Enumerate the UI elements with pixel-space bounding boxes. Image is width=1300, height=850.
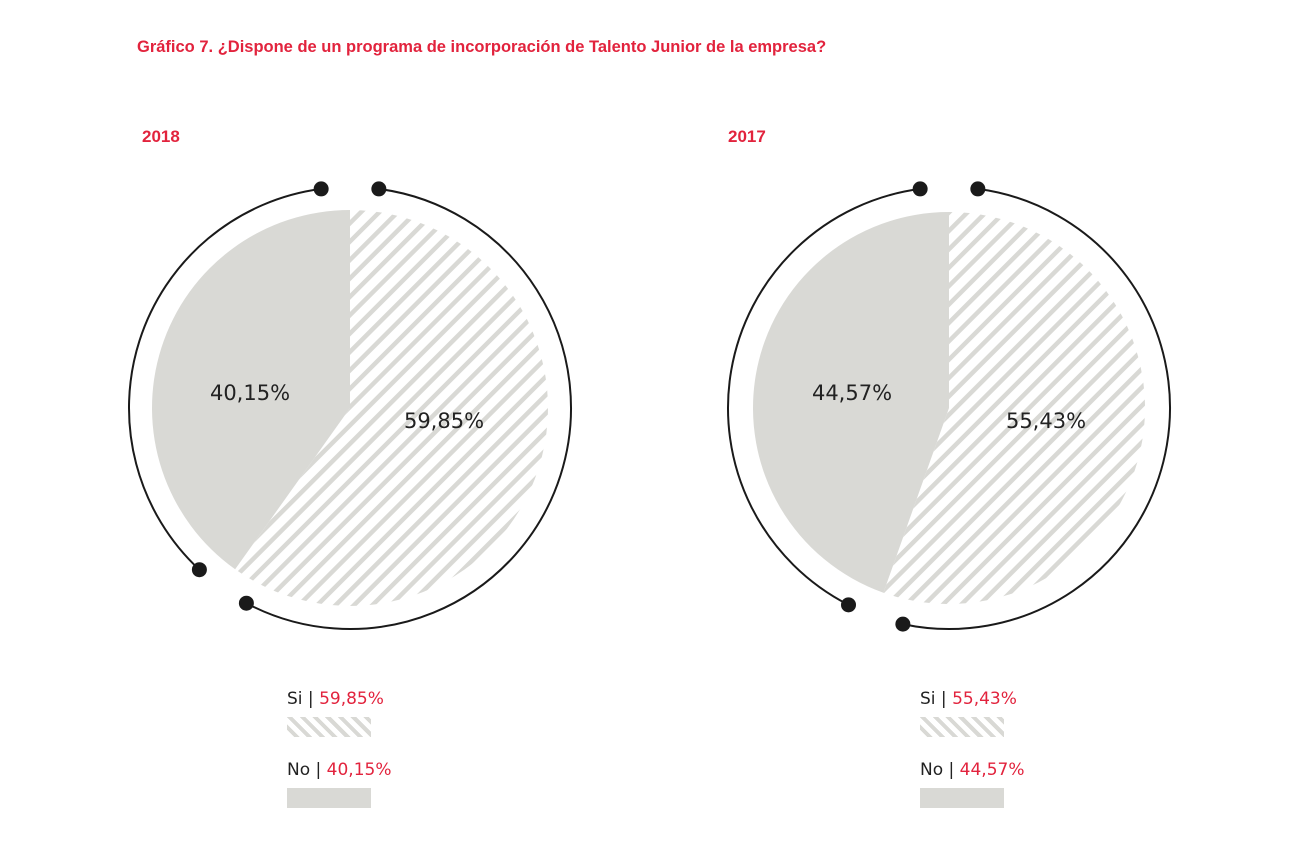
separator: | <box>940 689 947 709</box>
ring-endpoint-dot <box>371 181 387 197</box>
legend-label: No <box>920 760 944 780</box>
pie-slice-si <box>883 212 1145 604</box>
ring-endpoint-dot <box>191 562 207 578</box>
ring-endpoint-dot <box>970 181 986 197</box>
legend-value: 44,57% <box>959 760 1025 780</box>
separator: | <box>307 689 314 709</box>
ring-arc-no <box>128 187 322 571</box>
legend-2017: Si | 55,43% No | 44,57% <box>920 688 1025 830</box>
legend-item-no: No | 44,57% <box>920 759 1025 794</box>
year-2018-label: 2018 <box>142 127 180 146</box>
legend-item-si: Si | 55,43% <box>920 688 1025 723</box>
pie-slice-no <box>752 212 949 593</box>
legend-label: Si <box>920 689 936 709</box>
ring-endpoint-dot <box>912 181 928 197</box>
legend-value: 40,15% <box>326 760 392 780</box>
separator: | <box>948 760 955 780</box>
legend-value: 59,85% <box>319 689 384 709</box>
legend-swatch-solid <box>920 788 1004 808</box>
data-label-no: 44,57% <box>812 381 892 405</box>
legend-label: Si <box>287 689 303 709</box>
legend-swatch-solid <box>287 788 371 808</box>
pie-slice-no <box>152 210 350 570</box>
legend-2018: Si | 59,85% No | 40,15% <box>287 688 392 830</box>
ring-arc-si <box>245 187 572 630</box>
legend-label: No <box>287 760 311 780</box>
legend-swatch-hatched <box>920 717 1004 737</box>
pie-slice-si <box>235 210 549 606</box>
ring-arc-no <box>727 187 921 606</box>
ring-arc-si <box>902 187 1172 630</box>
ring-endpoint-dot <box>841 597 857 613</box>
ring-endpoint-dot <box>238 595 254 611</box>
ring-endpoint-dot <box>313 181 329 197</box>
chart-title: Gráfico 7. ¿Dispone de un programa de in… <box>137 38 827 56</box>
legend-value: 55,43% <box>952 689 1017 709</box>
data-label-si: 55,43% <box>1006 409 1086 433</box>
legend-swatch-hatched <box>287 717 371 737</box>
data-label-si: 59,85% <box>404 409 484 433</box>
ring-endpoint-dot <box>895 616 911 632</box>
legend-item-si: Si | 59,85% <box>287 688 392 723</box>
data-label-no: 40,15% <box>210 381 290 405</box>
year-2017-label: 2017 <box>728 127 766 146</box>
separator: | <box>315 760 322 780</box>
legend-item-no: No | 40,15% <box>287 759 392 794</box>
